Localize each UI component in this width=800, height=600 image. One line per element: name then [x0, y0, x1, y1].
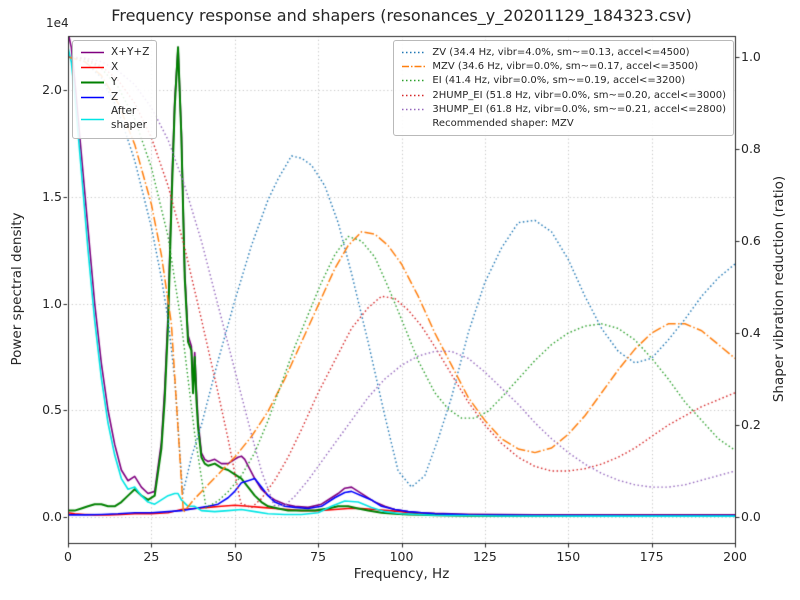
y-right-tick-label: 1.0	[741, 49, 761, 65]
legend-line-swatch-icon	[402, 51, 426, 54]
x-tick-label: 125	[472, 549, 497, 564]
legend-item: After shaper	[80, 105, 149, 133]
legend-item: Z	[80, 91, 149, 105]
legend-item: 2HUMP_EI (51.8 Hz, vibr=0.0%, sm~=0.20, …	[401, 89, 726, 102]
legend-line-swatch-icon	[402, 66, 426, 68]
legend-line-swatch-icon	[81, 118, 104, 121]
x-tick-label: 75	[310, 549, 327, 564]
legend-item: 3HUMP_EI (61.8 Hz, vibr=0.0%, sm~=0.21, …	[401, 103, 726, 116]
x-tick-label: 100	[389, 549, 414, 564]
y-left-tick-label: 0.5	[42, 402, 62, 418]
y-right-tick-label: 0.2	[741, 417, 761, 432]
legend-item-label: Z	[111, 90, 119, 103]
psd-legend: X+Y+Z X Y Z After shaper	[72, 40, 158, 140]
chart-title: Frequency response and shapers (resonanc…	[111, 6, 692, 25]
legend-line-swatch-icon	[81, 96, 104, 99]
legend-item: ZV (34.4 Hz, vibr=4.0%, sm~=0.13, accel<…	[401, 46, 726, 59]
y-left-tick-label: 1.5	[42, 188, 62, 204]
x-tick-label: 50	[226, 549, 243, 564]
x-tick-label: 150	[556, 549, 581, 564]
y-right-tick-label: 0.8	[741, 141, 761, 157]
legend-item: EI (41.4 Hz, vibr=0.0%, sm~=0.19, accel<…	[401, 74, 726, 87]
x-tick-label: 200	[723, 549, 747, 564]
recommended-shaper-note: Recommended shaper: MZV	[432, 117, 574, 129]
legend-line-swatch-icon	[81, 81, 104, 84]
legend-item: X+Y+Z	[80, 46, 149, 60]
legend-item-label: Y	[111, 75, 118, 88]
y-axis-label-left: Power spectral density	[9, 212, 25, 366]
legend-item-label: 3HUMP_EI (61.8 Hz, vibr=0.0%, sm~=0.21, …	[432, 103, 726, 115]
legend-item-label: X+Y+Z	[111, 46, 150, 58]
x-tick-label: 175	[639, 549, 664, 564]
legend-item-label: ZV (34.4 Hz, vibr=4.0%, sm~=0.13, accel<…	[432, 47, 690, 58]
legend-item: Y	[80, 76, 149, 90]
legend-line-swatch-icon	[81, 52, 104, 54]
legend-item-label: EI (41.4 Hz, vibr=0.0%, sm~=0.19, accel<…	[432, 75, 686, 87]
legend-item-label: MZV (34.6 Hz, vibr=0.0%, sm~=0.17, accel…	[432, 61, 699, 73]
y-left-tick-label: 1.0	[42, 295, 62, 311]
y-left-tick-label: 0.0	[42, 508, 62, 524]
legend-item-label: 2HUMP_EI (51.8 Hz, vibr=0.0%, sm~=0.20, …	[432, 89, 726, 101]
x-tick-label: 0	[64, 549, 72, 564]
legend-item-label: X	[111, 60, 119, 73]
y-axis-label-right: Shaper vibration reduction (ratio)	[771, 175, 787, 403]
legend-line-swatch-icon	[402, 108, 426, 111]
legend-item: MZV (34.6 Hz, vibr=0.0%, sm~=0.17, accel…	[401, 60, 726, 73]
legend-line-swatch-icon	[81, 66, 104, 69]
shaper-legend: ZV (34.4 Hz, vibr=4.0%, sm~=0.13, accel<…	[393, 40, 734, 136]
y-right-tick-label: 0.0	[741, 509, 761, 524]
x-axis-label: Frequency, Hz	[353, 566, 450, 582]
y-right-tick-label: 0.6	[741, 233, 761, 249]
x-tick-label: 25	[143, 549, 160, 564]
legend-item: X	[80, 61, 149, 75]
y-right-tick-label: 0.4	[741, 325, 761, 340]
y-left-tick-label: 2.0	[42, 82, 62, 97]
legend-line-swatch-icon	[402, 94, 426, 96]
legend-line-swatch-icon	[402, 80, 426, 82]
y-axis-offset-label: 1e4	[46, 16, 69, 30]
legend-item-label: After shaper	[111, 105, 148, 132]
